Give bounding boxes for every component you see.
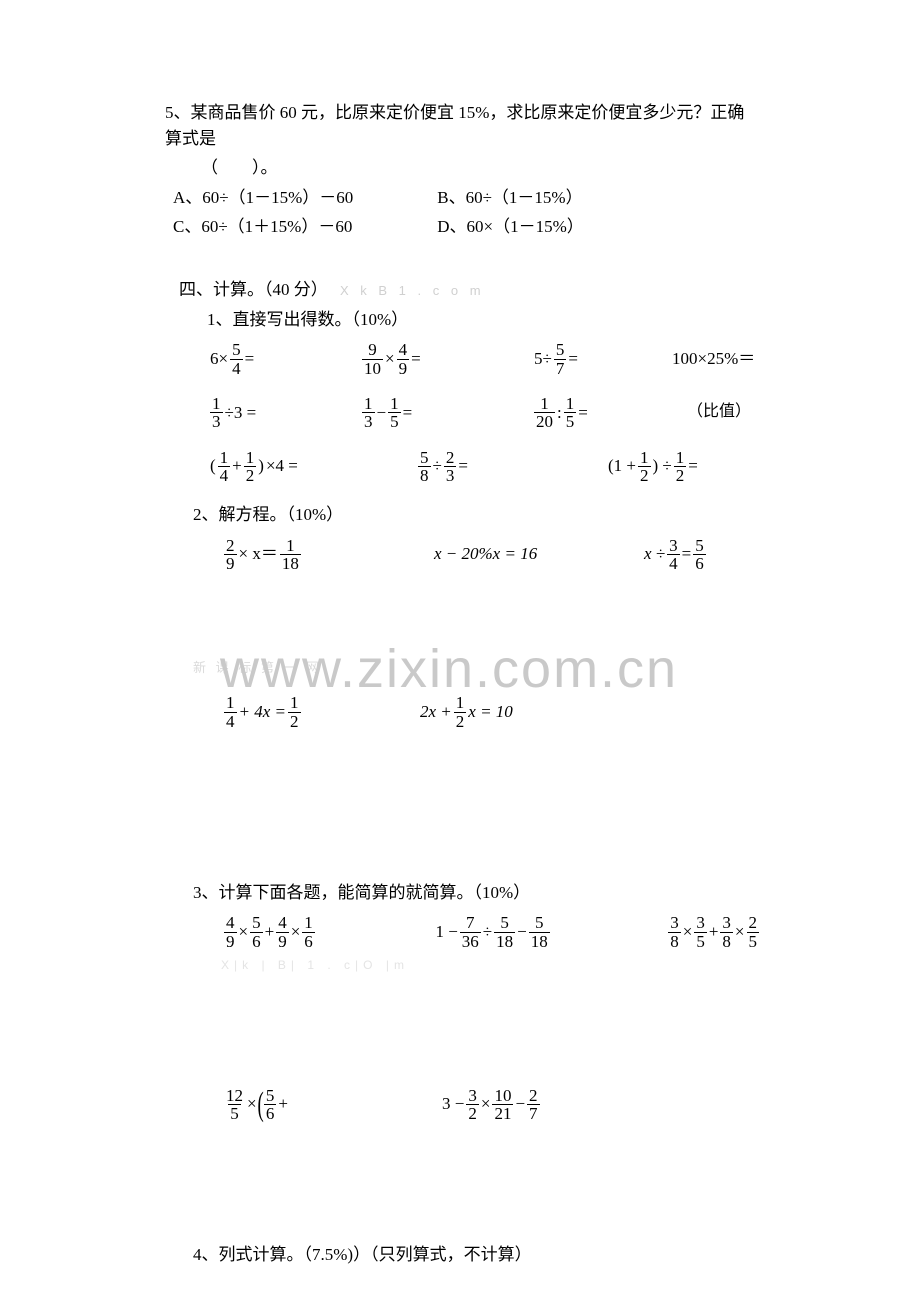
equation-5: 2x + 12 x = 10 <box>419 694 514 730</box>
calc-r2-c2: 13 − 15 = <box>361 395 533 431</box>
q5-option-b: B、60÷（1－15%） <box>437 185 582 211</box>
section-4-heading: 四、计算。（40 分） X k B 1 . c o m <box>179 277 760 303</box>
ratio-note: （比值） <box>687 400 751 425</box>
calc-r2-c3: 120 : 15 = <box>533 395 671 431</box>
worksheet-page: 5、某商品售价 60 元，比原来定价便宜 15%，求比原来定价便宜多少元？正确算… <box>0 0 920 1302</box>
sub-3-heading: 3、计算下面各题，能简算的就简算。（10%） <box>193 880 760 906</box>
question-5-paren: （ ）。 <box>201 155 760 181</box>
calc-r1-c3: 5÷ 57 = <box>533 341 671 377</box>
q5-option-c: C、60÷（1＋15%）－60 <box>173 214 433 240</box>
calc-r2-c1: 13 ÷3 = <box>209 395 361 431</box>
calc-r3-c1: ( 14 + 12 ) ×4 = <box>209 449 417 485</box>
simplify-5: 3 − 32 × 1021 − 27 <box>441 1087 541 1123</box>
simplify-3: 38 × 35 + 38 × 25 <box>667 914 760 950</box>
calc-r1-c2: 910 × 49 = <box>361 341 533 377</box>
equation-2: x − 20%x = 16 <box>433 537 643 573</box>
faint-text-2: X|k | B| 1 . c|O |m <box>221 956 760 975</box>
q5-option-d: D、60×（1－15%） <box>437 214 584 240</box>
calc-r1-c1: 6× 54 = <box>209 341 361 377</box>
question-5-text: 5、某商品售价 60 元，比原来定价便宜 15%，求比原来定价便宜多少元？正确算… <box>165 100 760 153</box>
simplify-1: 49 × 56 + 49 × 16 <box>223 914 434 950</box>
q5-option-a: A、60÷（1－15%）－60 <box>173 185 433 211</box>
section-4-title: 四、计算。（40 分） <box>179 280 328 299</box>
simplify-4: 125 × ( 56 + <box>223 1087 441 1123</box>
equation-4: 14 + 4x = 12 <box>223 694 419 730</box>
equation-1: 29 × x＝ 118 <box>223 537 433 573</box>
calc-r3-c3: (1 + 12 ) ÷ 12 = <box>607 449 699 485</box>
calc-r3-c2: 58 ÷ 23 = <box>417 449 607 485</box>
watermark-xkb: X k B 1 . c o m <box>340 283 485 298</box>
equation-3: x ÷ 34 = 56 <box>643 537 707 573</box>
sub-1-heading: 1、直接写出得数。（10%） <box>207 307 760 333</box>
sub-2-heading: 2、解方程。（10%） <box>193 502 760 528</box>
simplify-2: 1 − 736 ÷ 518 − 518 <box>434 914 667 950</box>
sub-4-heading: 4、列式计算。（7.5%)）（只列算式，不计算） <box>193 1242 760 1268</box>
faint-text-1: 新 课 标 第 一 网 <box>193 658 322 678</box>
calc-r1-c4: 100×25%＝ <box>671 346 756 372</box>
mental-calc-grid: 6× 54 = 910 × 49 = 5÷ 57 = 100×25%＝ 13 <box>209 341 760 484</box>
